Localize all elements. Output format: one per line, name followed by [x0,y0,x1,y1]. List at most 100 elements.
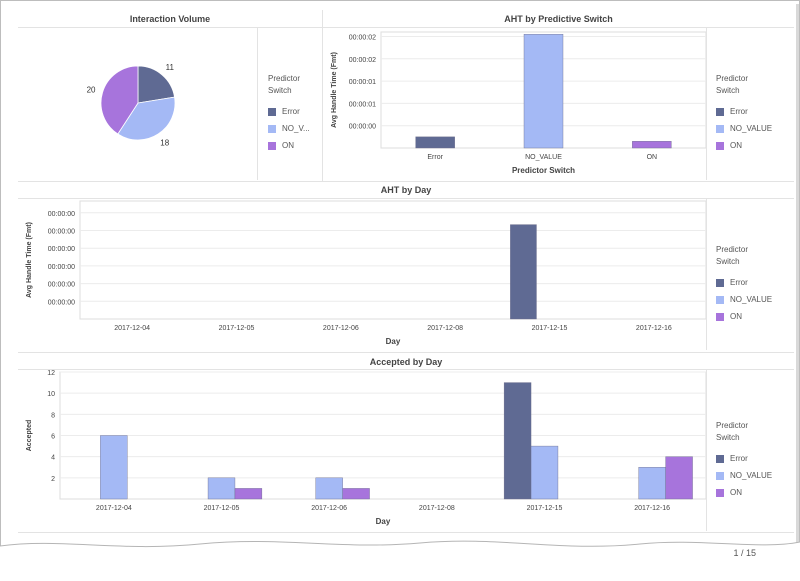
legend-label: ON [730,312,742,321]
x-tick-label: 2017-12-06 [311,505,347,512]
y-tick-label: 00:00:00 [48,264,75,271]
panel-divider [322,10,323,181]
bar [415,136,455,149]
legend-swatch [716,107,724,116]
legend-item-on[interactable]: ON [716,308,772,325]
x-axis-title: Day [376,517,391,526]
legend-item-error[interactable]: Error [716,450,772,467]
pie-slice-label: 20 [87,86,96,95]
bar [632,141,672,149]
legend-swatch [716,141,724,150]
accepted-day-title: Accepted by Day [369,357,443,367]
legend-label: ON [730,488,742,497]
legend-item-no-value[interactable]: NO_V... [268,120,310,137]
bar [342,488,370,500]
y-tick-label: 00:00:00 [48,211,75,218]
legend-label: Error [730,454,748,463]
legend-title: Predictor Switch [268,73,310,97]
legend-item-error[interactable]: Error [716,274,772,291]
legend-label: NO_VALUE [730,295,773,304]
bar [530,445,559,500]
bar [315,477,343,500]
aht-switch-legend: Predictor Switch Error NO_VALUE ON [716,73,772,154]
bar [503,382,532,500]
y-tick-label: 8 [51,412,55,419]
legend-divider [706,27,707,180]
legend-label: NO_VALUE [730,471,773,480]
legend-item-error[interactable]: Error [268,103,310,120]
y-tick-label: 00:00:01 [349,101,376,108]
y-tick-label: 00:00:00 [48,299,75,306]
title-divider [18,27,322,28]
legend-item-no-value[interactable]: NO_VALUE [716,291,772,308]
x-tick-label: 2017-12-04 [96,505,132,512]
aht-switch-bar-chart: 00:00:00 00:00:01 00:00:01 00:00:02 00:00:02… [331,31,706,175]
x-tick-label: Error [427,154,443,161]
page-shadow [796,4,799,544]
y-tick-label: 00:00:01 [349,79,376,86]
legend-item-on[interactable]: ON [268,137,310,154]
legend-item-no-value[interactable]: NO_VALUE [716,120,772,137]
legend-divider [706,369,707,531]
y-tick-label: 12 [47,370,55,377]
y-tick-label: 10 [47,391,55,398]
aht-switch-title: AHT by Predictive Switch [504,14,613,24]
x-tick-label: 2017-12-08 [419,505,455,512]
bar [665,456,693,500]
x-tick-label: 2017-12-05 [219,325,255,332]
y-tick-label: 00:00:00 [349,124,376,131]
legend-title: Predictor Switch [716,420,772,444]
y-tick-label: 2 [51,476,55,483]
legend-label: ON [730,141,742,150]
pie-slice [137,65,175,104]
pie-slice [100,65,139,135]
legend-title-line: Switch [716,257,740,266]
legend-label: Error [282,107,300,116]
accepted-day-legend: Predictor Switch Error NO_VALUE ON [716,420,772,501]
legend-divider [257,27,258,180]
y-tick-label: 00:00:02 [349,34,376,41]
panel-divider [18,181,794,182]
y-tick-label: 00:00:00 [48,229,75,236]
legend-item-on[interactable]: ON [716,484,772,501]
x-tick-label: 2017-12-04 [114,325,150,332]
legend-label: ON [282,141,294,150]
legend-title-line: Predictor [268,74,301,83]
y-tick-label: 6 [51,434,55,441]
x-tick-label: 2017-12-15 [532,325,568,332]
interaction-volume-pie-chart: 11 18 20 [87,63,176,147]
legend-swatch [268,141,276,150]
legend-swatch [716,454,724,463]
bar [510,224,537,320]
interaction-volume-legend: Predictor Switch Error NO_V... ON [268,73,310,154]
legend-title-line: Switch [716,433,740,442]
x-tick-label: 2017-12-16 [634,505,670,512]
legend-title-line: Switch [268,86,292,95]
legend-swatch [716,488,724,497]
legend-divider [706,198,707,350]
bar [638,467,666,500]
aht-day-legend: Predictor Switch Error NO_VALUE ON [716,244,772,325]
legend-label: NO_VALUE [730,124,773,133]
y-tick-label: 00:00:00 [48,246,75,253]
legend-item-error[interactable]: Error [716,103,772,120]
x-tick-label: 2017-12-15 [527,505,563,512]
accepted-day-bar-chart: 2 4 6 8 10 12 2017-12-04 2017-12-05 2017-12-06 20… [26,370,706,526]
pie-slice [117,96,176,141]
x-axis-title: Day [386,337,401,346]
legend-item-on[interactable]: ON [716,137,772,154]
bar [234,488,263,500]
legend-swatch [268,124,276,133]
x-tick-label: 2017-12-05 [204,505,240,512]
panel-divider [18,352,794,353]
legend-swatch [716,278,724,287]
panel-divider [18,532,794,533]
legend-title-line: Predictor [716,245,749,254]
bar [100,435,128,500]
legend-label: Error [730,107,748,116]
legend-title-line: Switch [716,86,740,95]
y-tick-label: 00:00:02 [349,57,376,64]
legend-title: Predictor Switch [716,244,772,268]
legend-item-no-value[interactable]: NO_VALUE [716,467,772,484]
pie-slice-label: 18 [160,138,169,147]
